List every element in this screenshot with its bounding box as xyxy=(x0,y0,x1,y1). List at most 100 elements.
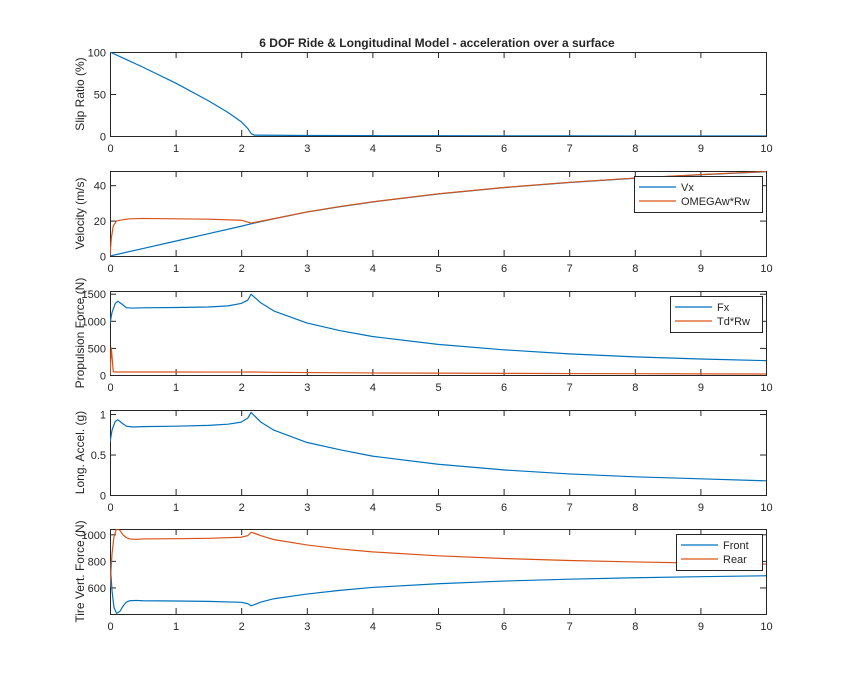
y-axis-label: Long. Accel. (g) xyxy=(73,411,87,494)
series-line-front xyxy=(110,560,766,614)
y-tick-label: 600 xyxy=(88,583,106,595)
x-tick-label: 2 xyxy=(239,502,245,514)
x-tick-label: 10 xyxy=(760,143,772,155)
x-tick-label: 0 xyxy=(107,143,113,155)
legend-label: Rear xyxy=(723,554,747,566)
y-tick-label: 1 xyxy=(100,410,106,422)
x-tick-label: 5 xyxy=(435,502,441,514)
x-tick-label: 7 xyxy=(567,143,573,155)
x-tick-label: 8 xyxy=(632,621,638,633)
x-tick-label: 6 xyxy=(501,502,507,514)
x-tick-label: 9 xyxy=(698,502,704,514)
y-tick-label: 100 xyxy=(88,48,106,60)
x-tick-label: 3 xyxy=(304,621,310,633)
figure-title: 6 DOF Ride & Longitudinal Model - accele… xyxy=(259,36,615,50)
subplot-2: 0 1 2 3 4 5 6 7 8 9 10 0 20 40 Velocity (m/s) Vx OMEGAw*… xyxy=(73,171,773,275)
x-tick-label: 10 xyxy=(760,382,772,394)
x-tick-label: 0 xyxy=(107,502,113,514)
x-tick-label: 1 xyxy=(173,502,179,514)
series-line-1 xyxy=(110,52,766,136)
x-tick-label: 6 xyxy=(501,382,507,394)
x-tick-label: 3 xyxy=(304,382,310,394)
x-tick-label: 1 xyxy=(173,143,179,155)
legend: Vx OMEGAw*Rw xyxy=(634,176,763,213)
x-tick-label: 8 xyxy=(632,263,638,275)
x-tick-label: 2 xyxy=(239,143,245,155)
x-tick-label: 1 xyxy=(173,382,179,394)
y-tick-label: 0 xyxy=(100,252,106,264)
series-group xyxy=(110,411,766,482)
x-tick-label: 9 xyxy=(698,621,704,633)
x-tick-label: 1 xyxy=(173,263,179,275)
x-tick-label: 4 xyxy=(370,143,376,155)
x-tick-label: 3 xyxy=(304,502,310,514)
x-tick-label: 3 xyxy=(304,263,310,275)
y-axis-label: Tire Vert. Force (N) xyxy=(73,520,87,622)
x-tick-label: 7 xyxy=(567,382,573,394)
series-group xyxy=(110,529,766,614)
axes-box xyxy=(110,291,767,376)
x-tick-label: 6 xyxy=(501,621,507,633)
y-tick-label: 0 xyxy=(100,371,106,383)
legend-label: Fx xyxy=(717,302,730,314)
y-axis-label: Slip Ratio (%) xyxy=(73,57,87,130)
x-tick-label: 1 xyxy=(173,621,179,633)
x-tick-label: 8 xyxy=(632,143,638,155)
x-tick-label: 5 xyxy=(435,263,441,275)
y-tick-label: 1500 xyxy=(82,289,106,301)
x-tick-label: 0 xyxy=(107,263,113,275)
x-tick-label: 6 xyxy=(501,143,507,155)
legend-box xyxy=(634,176,763,213)
x-tick-label: 10 xyxy=(760,263,772,275)
series-line-fx xyxy=(110,293,766,362)
y-axis-label: Propulsion Force (N) xyxy=(73,278,87,389)
x-tick-label: 5 xyxy=(435,621,441,633)
x-tick-label: 10 xyxy=(760,502,772,514)
series-group xyxy=(110,52,766,136)
x-tick-label: 4 xyxy=(370,263,376,275)
x-tick-label: 7 xyxy=(567,263,573,275)
x-tick-label: 8 xyxy=(632,502,638,514)
series-group xyxy=(110,293,766,375)
axes-box xyxy=(110,52,767,137)
series-line-td-rw xyxy=(110,347,766,375)
x-tick-label: 4 xyxy=(370,621,376,633)
axes-box xyxy=(110,410,767,496)
x-tick-label: 0 xyxy=(107,382,113,394)
x-tick-label: 0 xyxy=(107,621,113,633)
series-line-1 xyxy=(110,411,766,482)
legend-label: Front xyxy=(723,540,749,552)
legend-box xyxy=(670,296,763,333)
x-tick-label: 6 xyxy=(501,263,507,275)
y-tick-label: 50 xyxy=(94,90,106,102)
y-tick-label: 0.5 xyxy=(91,450,106,462)
y-tick-label: 40 xyxy=(94,181,106,193)
legend: Fx Td*Rw xyxy=(670,296,763,333)
y-tick-label: 500 xyxy=(88,343,106,355)
x-tick-label: 7 xyxy=(567,621,573,633)
x-tick-label: 9 xyxy=(698,263,704,275)
subplot-4: 0 1 2 3 4 5 6 7 8 9 10 0 0.5 1 Long. Accel. (g) xyxy=(73,410,773,514)
legend-label: Td*Rw xyxy=(717,316,750,328)
y-tick-label: 20 xyxy=(94,216,106,228)
series-line-rear xyxy=(110,529,766,588)
y-tick-label: 800 xyxy=(88,556,106,568)
x-tick-label: 2 xyxy=(239,263,245,275)
legend-label: Vx xyxy=(681,182,694,194)
y-tick-label: 0 xyxy=(100,491,106,503)
x-tick-label: 5 xyxy=(435,143,441,155)
legend-label: OMEGAw*Rw xyxy=(681,196,750,208)
x-tick-label: 2 xyxy=(239,382,245,394)
y-tick-label: 1000 xyxy=(82,316,106,328)
x-tick-label: 5 xyxy=(435,382,441,394)
legend: Front Rear xyxy=(676,534,763,571)
y-axis-label: Velocity (m/s) xyxy=(73,177,87,249)
series-line-omegaw-rw xyxy=(110,171,766,256)
series-group xyxy=(110,171,766,256)
y-tick-label: 1000 xyxy=(82,530,106,542)
